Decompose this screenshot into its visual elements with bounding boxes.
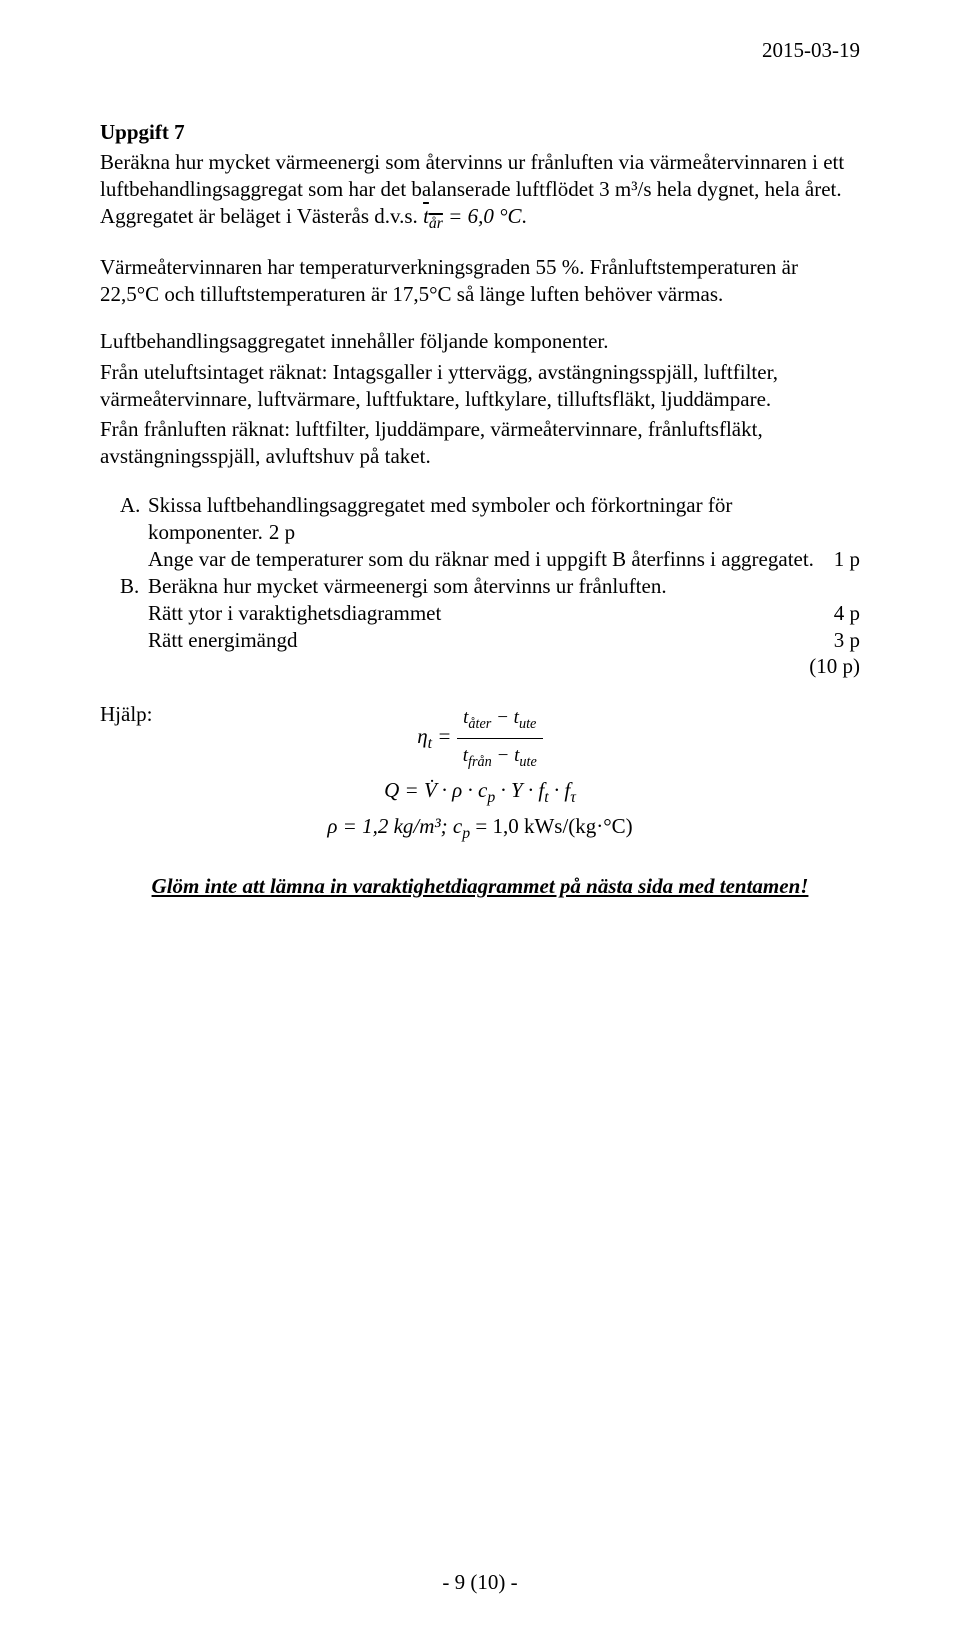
components-fran: Från frånluften räknat: luftfilter, ljud…: [100, 416, 860, 470]
qa1-points: 2 p: [263, 520, 295, 544]
components-header: Luftbehandlingsaggregatet innehåller föl…: [100, 328, 860, 355]
eta-numerator: tåter − tute: [457, 703, 543, 739]
consts1: ρ = 1,2 kg/m³; c: [327, 814, 462, 838]
qa2-text: Ange var de temperaturer som du räknar m…: [148, 546, 814, 573]
formula-block: ηt = tåter − tute tfrån − tute Q = V̇ · …: [100, 703, 860, 846]
sub-ute1: ute: [519, 716, 536, 732]
consts-p: p: [462, 825, 470, 842]
question-a-row1: A. Skissa luftbehandlingsaggregatet med …: [100, 492, 860, 546]
sub-tau: τ: [570, 789, 576, 806]
question-a-row2: Ange var de temperaturer som du räknar m…: [100, 546, 860, 573]
qb2-text: Rätt ytor i varaktighetsdiagrammet: [148, 600, 441, 627]
page-date: 2015-03-19: [762, 38, 860, 63]
reminder-text: Glöm inte att lämna in varaktighetdiagra…: [100, 874, 860, 899]
components-ute: Från uteluftsintaget räknat: Intagsgalle…: [100, 359, 860, 413]
qa1-body: Skissa luftbehandlingsaggregatet med sym…: [148, 492, 860, 546]
minus2: −: [492, 745, 514, 766]
marker-a: A.: [100, 492, 148, 519]
question-list: A. Skissa luftbehandlingsaggregatet med …: [100, 492, 860, 680]
eta-denominator: tfrån − tute: [457, 739, 543, 774]
question-b-row2: Rätt ytor i varaktighetsdiagrammet 4 p: [100, 600, 860, 627]
sub-ater: åter: [468, 716, 491, 732]
total-body: (10 p): [148, 653, 860, 680]
qb2-points: 4 p: [828, 600, 860, 627]
total-points: (10 p): [803, 654, 860, 678]
intro-paragraph-1: Beräkna hur mycket värmeenergi som återv…: [100, 149, 860, 234]
q-part3: · f: [549, 778, 571, 802]
qa1-text: Skissa luftbehandlingsaggregatet med sym…: [148, 493, 732, 544]
sub-fran: från: [468, 754, 492, 770]
q-part1: Q = V̇ · ρ · c: [384, 778, 487, 802]
equals1: =: [437, 724, 456, 748]
q-formula: Q = V̇ · ρ · cp · Y · ft · fτ: [100, 774, 860, 810]
qb1-body: Beräkna hur mycket värmeenergi som återv…: [148, 573, 860, 600]
eta-sub-t: t: [428, 735, 432, 752]
qb2-body: Rätt ytor i varaktighetsdiagrammet 4 p: [148, 600, 860, 627]
eta-formula: ηt = tåter − tute tfrån − tute: [100, 703, 860, 773]
sub-ute2: ute: [519, 754, 536, 770]
eta-lhs: η: [417, 724, 427, 748]
question-b-row3: Rätt energimängd 3 p: [100, 627, 860, 654]
eta-fraction: tåter − tute tfrån − tute: [457, 703, 543, 773]
minus1: −: [491, 707, 513, 728]
qb3-text: Rätt energimängd: [148, 627, 298, 654]
constants-line: ρ = 1,2 kg/m³; cp = 1,0 kWs/(kg·°C): [100, 810, 860, 846]
qa2-points: 1 p: [828, 546, 860, 573]
document-page: 2015-03-19 Uppgift 7 Beräkna hur mycket …: [0, 0, 960, 1631]
q-part2: · Y · f: [495, 778, 544, 802]
consts2: = 1,0 kWs/(kg·°C): [470, 814, 633, 838]
question-b-row1: B. Beräkna hur mycket värmeenergi som åt…: [100, 573, 860, 600]
t-eq: = 6,0 °C: [443, 204, 522, 228]
task-title: Uppgift 7: [100, 120, 860, 145]
intro-dot: .: [522, 204, 527, 228]
qb3-body: Rätt energimängd 3 p: [148, 627, 860, 654]
page-footer: - 9 (10) -: [0, 1570, 960, 1595]
qa2-body: Ange var de temperaturer som du räknar m…: [148, 546, 860, 573]
marker-b: B.: [100, 573, 148, 600]
qb3-points: 3 p: [828, 627, 860, 654]
question-total-row: (10 p): [100, 653, 860, 680]
t-ar-symbol: tår: [423, 204, 443, 228]
intro-paragraph-2: Värmeåtervinnaren har temperaturverkning…: [100, 254, 860, 308]
